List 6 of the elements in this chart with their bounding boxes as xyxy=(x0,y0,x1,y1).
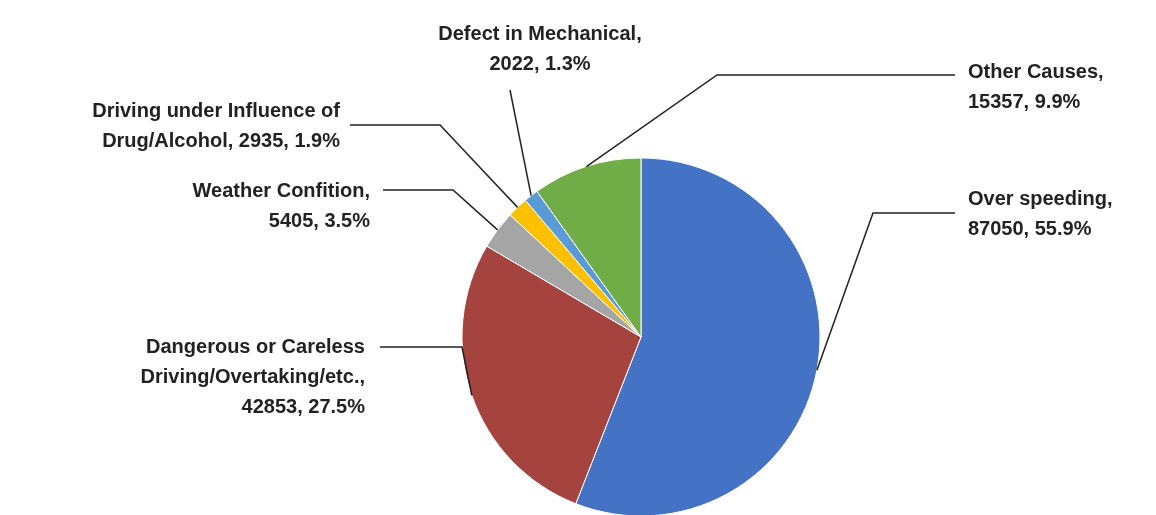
slice-label: Driving under Influence of Drug/Alcohol, 2935, 1.9% xyxy=(91,98,340,153)
slice-label: Over speeding, 87050, 55.9% xyxy=(968,186,1114,241)
slice-label: Weather Confition, 5405, 3.5% xyxy=(191,178,370,233)
slice-label: Defect in Mechanical, 2022, 1.3% xyxy=(437,21,643,76)
slice-label: Other Causes, 15357, 9.9% xyxy=(968,59,1105,114)
slice-label: Dangerous or Careless Driving/Overtaking/etc., 42853, 27.5% xyxy=(139,334,365,419)
